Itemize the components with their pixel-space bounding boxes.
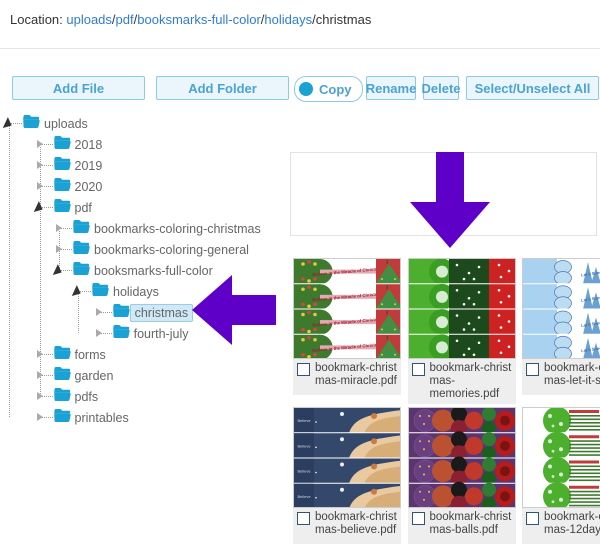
svg-text:Believe: Believe	[297, 469, 311, 474]
svg-text:Believe: Believe	[297, 443, 311, 448]
svg-text:Believe: Believe	[297, 494, 311, 499]
svg-text:Believe: Believe	[297, 418, 311, 423]
